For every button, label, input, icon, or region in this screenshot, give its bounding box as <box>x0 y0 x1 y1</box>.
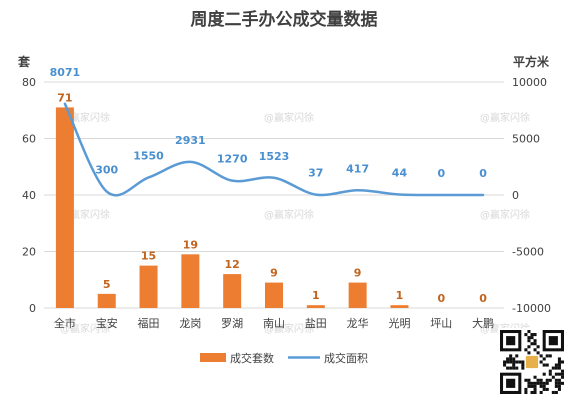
line-value-label: 0 <box>479 167 487 180</box>
bar-value-label: 0 <box>437 292 445 305</box>
right-axis-unit: 平方米 <box>513 54 550 69</box>
right-tick-label: 5000 <box>512 133 540 146</box>
right-tick-label: -10000 <box>512 302 551 315</box>
line-value-label: 2931 <box>175 134 206 147</box>
area-line <box>63 102 485 197</box>
bar <box>139 265 158 308</box>
legend-bar-swatch <box>200 353 226 362</box>
line-value-label: 44 <box>392 167 408 180</box>
line-value-label: 417 <box>346 162 369 175</box>
bar <box>97 293 116 308</box>
line-value-label: 37 <box>308 167 323 180</box>
bar-series <box>55 107 409 308</box>
bar-value-label: 5 <box>103 278 111 291</box>
line-value-label: 8071 <box>50 66 81 79</box>
right-tick-label: 10000 <box>512 76 547 89</box>
line-value-label: 0 <box>437 167 445 180</box>
bar <box>265 282 283 308</box>
bar-value-label: 1 <box>396 289 404 302</box>
left-axis-unit: 套 <box>17 54 31 69</box>
left-tick-label: 80 <box>22 76 36 89</box>
bar-value-label: 15 <box>141 250 156 263</box>
legend-line-label: 成交面积 <box>324 351 368 365</box>
bar <box>55 107 74 308</box>
category-label: 南山 <box>263 317 285 330</box>
left-tick-label: 40 <box>22 189 36 202</box>
watermark: @赢家闪徐 <box>264 322 314 335</box>
bar <box>181 254 200 308</box>
left-axis-ticks: 0 20 40 60 80 <box>22 76 36 315</box>
category-label: 光明 <box>388 316 410 330</box>
qr-code-image <box>498 328 566 396</box>
left-tick-label: 20 <box>22 246 36 259</box>
bar-value-label: 0 <box>479 292 487 305</box>
category-labels: 全市 宝安 福田 龙岗 罗湖 南山 盐田 龙华 光明 坪山 大鹏 <box>54 316 494 330</box>
bar <box>390 305 409 308</box>
category-label: 宝安 <box>96 316 118 330</box>
line-value-label: 1270 <box>217 153 248 166</box>
bar <box>306 305 325 308</box>
category-label: 龙岗 <box>179 317 201 330</box>
bar <box>348 282 367 308</box>
watermark: @赢家闪徐 <box>264 111 314 124</box>
right-tick-label: -5000 <box>512 246 544 259</box>
watermark: @赢家闪徐 <box>60 322 110 335</box>
left-tick-label: 60 <box>22 133 36 146</box>
category-label: 福田 <box>138 316 160 330</box>
chart-title: 周度二手办公成交量数据 <box>191 9 378 30</box>
category-label: 龙华 <box>347 316 369 330</box>
line-data-labels: 8071 300 1550 2931 1270 1523 37 417 44 0 0 <box>50 66 488 180</box>
left-tick-label: 0 <box>29 302 36 315</box>
category-label: 罗湖 <box>221 317 243 330</box>
watermark: @赢家闪徐 <box>264 208 314 221</box>
category-label: 全市 <box>54 316 76 330</box>
bar-value-label: 1 <box>312 289 320 302</box>
right-tick-label: 0 <box>512 189 519 202</box>
category-label: 大鹏 <box>472 316 494 330</box>
category-label: 盐田 <box>305 317 327 330</box>
bar-value-label: 9 <box>354 267 362 280</box>
category-label: 坪山 <box>430 317 452 330</box>
bar-value-label: 71 <box>57 91 72 104</box>
watermark: @赢家闪徐 <box>480 208 530 221</box>
watermark: @赢家闪徐 <box>480 111 530 124</box>
line-value-label: 1550 <box>133 149 164 162</box>
bar-value-label: 9 <box>270 267 278 280</box>
bar-value-label: 12 <box>225 258 240 271</box>
bar <box>223 274 242 308</box>
right-axis-ticks: -10000 -5000 0 5000 10000 <box>512 76 551 315</box>
legend-bar-label: 成交套数 <box>230 351 274 365</box>
line-value-label: 1523 <box>259 150 290 163</box>
legend: 成交套数 成交面积 <box>200 351 368 365</box>
line-value-label: 300 <box>95 164 118 177</box>
bar-value-label: 19 <box>183 238 198 251</box>
watermarks: @赢家闪徐 @赢家闪徐 @赢家闪徐@赢家闪徐 @赢家闪徐 @赢家闪徐@赢家闪徐 @赢家闪徐… <box>60 111 530 335</box>
